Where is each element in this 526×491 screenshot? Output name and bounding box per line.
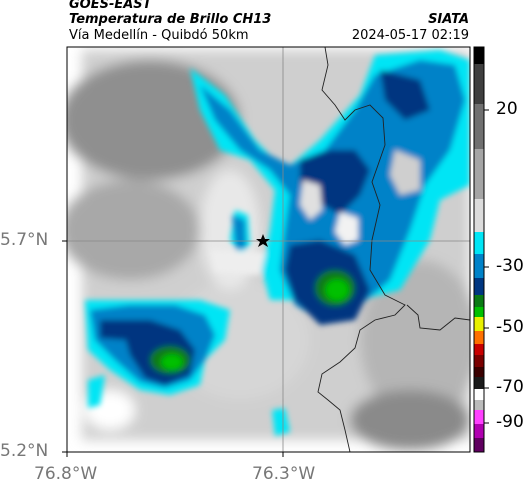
colorbar-tick-label: -30 [496, 256, 524, 276]
border-line [317, 47, 406, 452]
colorbar-tick-label: -70 [496, 377, 524, 397]
colorbar-tick-label: -90 [496, 412, 524, 432]
colorbar-tick-label: -50 [496, 317, 524, 337]
org-label: SIATA [428, 12, 469, 27]
lon-tick-label: 76.8°W [34, 464, 98, 484]
timestamp-label: 2024-05-17 02:19 [351, 28, 469, 43]
satellite-title: GOES-EAST [69, 0, 152, 12]
brightness-temperature-field [67, 47, 470, 452]
colorbar-tick-label: 20 [496, 99, 518, 119]
product-title: Temperatura de Brillo CH13 [69, 12, 272, 27]
lat-tick-label: 5.7°N [0, 230, 49, 250]
region-subtitle: Vía Medellín - Quibdó 50km [69, 28, 249, 43]
colorbar [473, 46, 489, 453]
lat-tick-label: 5.2°N [0, 441, 49, 461]
lon-tick-label: 76.3°W [252, 464, 316, 484]
star-icon [256, 234, 270, 247]
